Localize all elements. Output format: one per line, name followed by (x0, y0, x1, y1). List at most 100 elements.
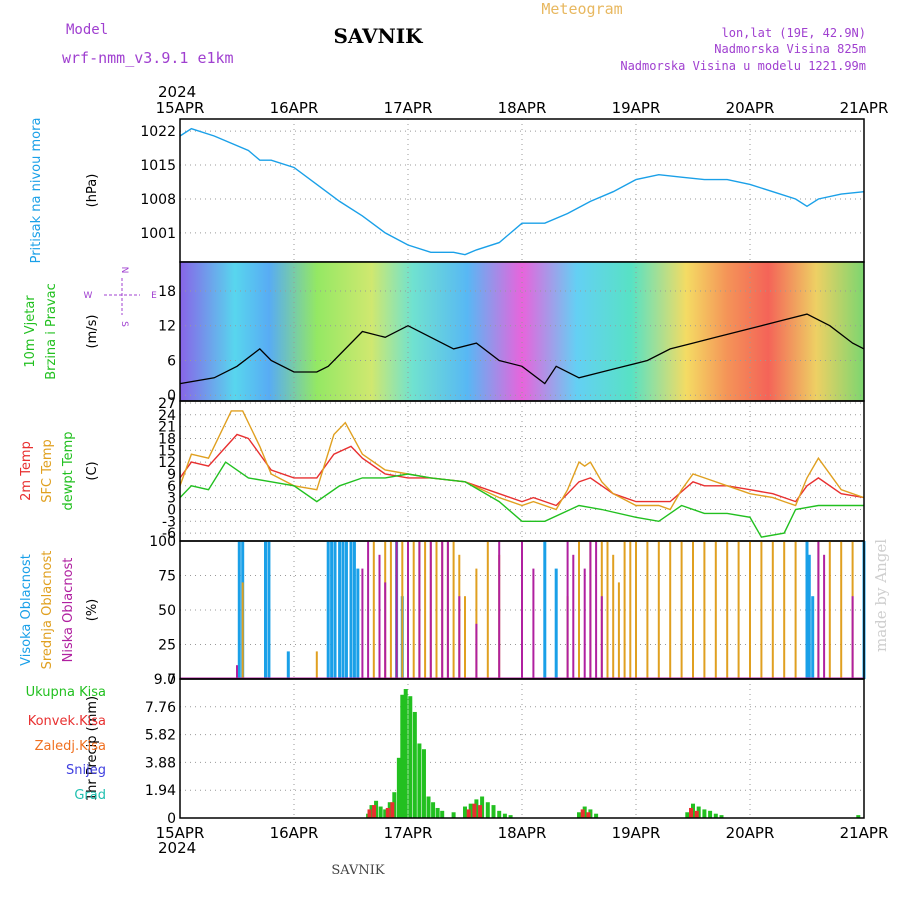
cloud-bar (458, 596, 461, 679)
cloud-bar (669, 541, 672, 679)
grid (180, 262, 864, 401)
cloud-bar (680, 541, 683, 679)
cloud-bar (326, 541, 330, 679)
x-tick-label-top: 15APR (156, 99, 205, 117)
cloud-bar (623, 541, 626, 679)
footer-title: SAVNIK (331, 863, 385, 878)
side-label: Srednja Oblacnost (40, 551, 55, 670)
cloud-bar (395, 541, 398, 679)
x-tick-label-bottom: 21APR (840, 824, 889, 842)
cloud-bar (330, 541, 334, 679)
y-axis-label: (hPa) (85, 174, 100, 208)
cloud-bar (333, 541, 337, 679)
cloud-bar (572, 554, 575, 679)
cloud-bar (286, 651, 290, 679)
cloud-bar (851, 596, 854, 679)
y-axis-label: (m/s) (85, 315, 100, 349)
x-tick-label-top: 21APR (840, 99, 889, 117)
cloud-bar (606, 541, 609, 679)
precip-bar (708, 810, 713, 818)
y-tick-label: 18 (158, 431, 176, 447)
cloud-bar (344, 541, 348, 679)
y-axis-label: 1hr Precip (mm) (85, 696, 100, 801)
precip-bar (426, 796, 431, 818)
compass-east: E (151, 291, 157, 301)
precip-bar (372, 805, 377, 818)
precip-bar (478, 805, 483, 818)
cloud-bar (771, 541, 774, 679)
cloud-bar (726, 541, 729, 679)
cloud-bar (714, 541, 717, 679)
wind-compass-icon: N W E S (84, 267, 158, 328)
x-tick-label-top: 16APR (270, 99, 319, 117)
precip-bar (403, 689, 408, 818)
cloud-bar (749, 541, 751, 679)
precip-bar (421, 749, 426, 818)
cloud-bar (617, 582, 620, 679)
y-axis-label: (C) (85, 461, 100, 480)
side-label: Pritisak na nivou mora (29, 118, 44, 264)
cloud-bar (566, 541, 569, 679)
series-line-1 (179, 410, 865, 511)
precip-bar (463, 806, 467, 818)
y-tick-label: 27 (158, 396, 176, 412)
precip-bar (412, 711, 417, 818)
precip-bar (466, 809, 471, 818)
cloud-bar (452, 541, 455, 679)
year-label-bottom: 2024 (158, 839, 196, 857)
year-label-top: 2024 (158, 83, 196, 101)
x-tick-label-bottom: 18APR (498, 824, 547, 842)
series-1 (367, 802, 699, 818)
legend-label: Ukupna Kisa (26, 685, 106, 700)
precip-bar (435, 807, 440, 818)
y-tick-label: 0 (167, 502, 176, 518)
panel-frame (179, 678, 865, 819)
y-tick-label: 50 (158, 603, 176, 619)
x-tick-label-bottom: 19APR (612, 824, 661, 842)
y-tick-label: 1015 (140, 158, 176, 174)
cloud-bar (498, 541, 501, 679)
model-altitude: Nadmorska Visina u modelu 1221.99m (620, 59, 866, 73)
cloud-bar (412, 541, 415, 679)
cloud-bar (811, 596, 815, 679)
cloud-bar (349, 541, 353, 679)
precip-bar (713, 813, 718, 818)
x-tick-label-top: 17APR (384, 99, 433, 117)
legend-label: Snijeg (66, 763, 106, 778)
precip-bar (502, 813, 507, 818)
precip-bar (856, 815, 861, 818)
y-tick-label: 1001 (140, 226, 176, 242)
model-label: Model (66, 22, 108, 38)
grid (180, 679, 864, 818)
y-tick-label: -3 (162, 514, 176, 530)
precip-bar (396, 757, 401, 818)
y-tick-label: 1022 (140, 124, 176, 140)
precip-bar (694, 810, 699, 818)
cloud-bar (612, 554, 615, 679)
cloud-bar (378, 554, 381, 679)
y-tick-label: 9 (167, 467, 176, 483)
y-tick-label: 7.76 (145, 700, 176, 716)
cloud-bar (807, 554, 811, 679)
series-line-0 (179, 127, 865, 256)
cloud-bar (600, 596, 603, 679)
series-2 (236, 541, 854, 679)
x-tick-label-bottom: 17APR (384, 824, 433, 842)
cloud-bar (805, 541, 809, 679)
precip-bar (472, 803, 477, 818)
panel-precip: 0 1.94 3.88 5.82 7.76 9.7 1hr Precip (mm)Ukupn… (26, 672, 865, 827)
grid (180, 401, 864, 541)
y-tick-label: 21 (158, 420, 176, 436)
cloud-bar (737, 541, 740, 679)
side-label: Brzina i Pravac (44, 283, 59, 380)
precip-bar (367, 809, 372, 818)
precip-bar (400, 694, 405, 818)
y-tick-label: -6 (162, 526, 176, 542)
cloud-bar (389, 541, 392, 679)
cloud-bar (264, 541, 267, 679)
cloud-bar (760, 541, 763, 679)
y-tick-label: 15 (158, 443, 176, 459)
station-altitude: Nadmorska Visina 825m (714, 42, 866, 56)
cloud-bar (352, 541, 356, 679)
y-tick-label: 5.82 (145, 728, 176, 744)
